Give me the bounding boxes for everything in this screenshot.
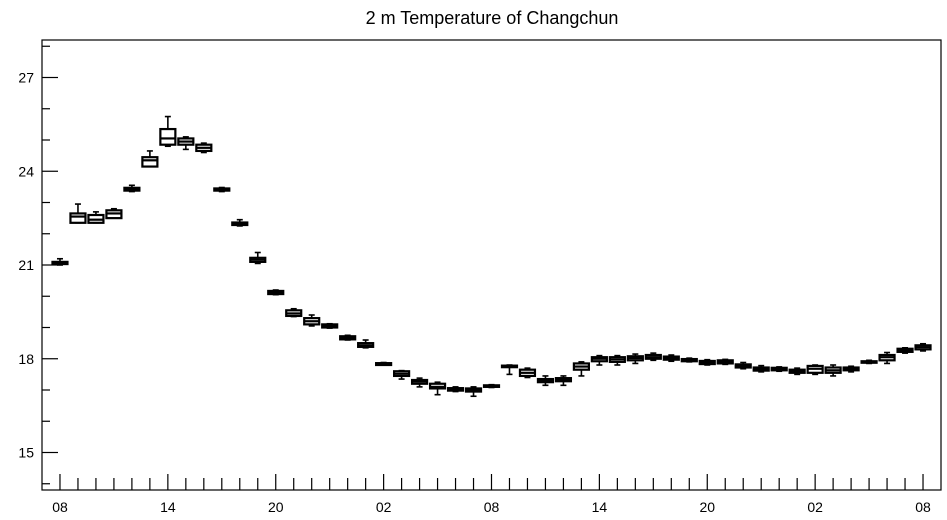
box-item [716, 358, 734, 366]
box-item [410, 377, 429, 388]
box-item [698, 358, 716, 366]
box-item [590, 354, 608, 366]
x-tick-label: 14 [160, 499, 176, 515]
box-item [87, 211, 105, 224]
box-item [644, 352, 662, 362]
box-item [123, 184, 141, 193]
box-item [734, 361, 752, 370]
box-item [446, 386, 465, 393]
y-tick-label: 18 [18, 351, 34, 367]
box-item [608, 354, 626, 366]
box-item [806, 364, 824, 376]
box-item [572, 361, 591, 377]
box-item [770, 366, 788, 373]
box-item [914, 342, 932, 352]
box-item [824, 364, 842, 377]
box-item [69, 203, 87, 224]
box-item [177, 136, 195, 151]
box-item [51, 257, 69, 266]
box-series [51, 115, 932, 398]
box-item [482, 383, 501, 389]
box-item [375, 361, 393, 367]
box-item [896, 347, 914, 354]
box-item [860, 359, 878, 365]
box-item [500, 364, 519, 376]
box-item [303, 314, 321, 327]
x-tick-label: 20 [268, 499, 284, 515]
y-tick-label: 24 [18, 163, 34, 179]
y-tick-label: 15 [18, 445, 34, 461]
box-body [159, 127, 177, 146]
box-item [428, 381, 447, 396]
box-item [321, 322, 339, 329]
box-item [249, 251, 267, 265]
box-item [105, 207, 123, 220]
chart-title: 2 m Temperature of Changchun [366, 8, 619, 28]
plot-frame [41, 39, 942, 491]
box-item [213, 186, 231, 193]
box-item [878, 351, 896, 365]
box-item [662, 354, 680, 363]
x-tick-label: 08 [915, 499, 931, 515]
box-item [554, 375, 573, 387]
box-item [788, 367, 806, 376]
y-tick-label: 21 [18, 257, 34, 273]
y-tick-label: 27 [18, 70, 34, 86]
box-item [267, 289, 285, 296]
box-item [393, 369, 411, 380]
box-item [752, 364, 770, 373]
box-item [141, 150, 159, 168]
box-item [680, 357, 698, 363]
box-item [159, 115, 177, 148]
x-tick-label: 08 [52, 499, 68, 515]
box-item [536, 375, 555, 387]
box-item [339, 334, 357, 341]
box-item [464, 386, 483, 398]
box-item [285, 307, 303, 318]
box-item [842, 365, 860, 373]
box-item [195, 142, 213, 154]
box-body [69, 212, 87, 224]
box-item [518, 367, 537, 379]
x-axis: 08 14 20 02 08 14 20 02 08 [52, 474, 931, 515]
y-axis: 15 18 21 24 27 [18, 45, 58, 485]
box-body [141, 156, 159, 168]
box-item [231, 218, 249, 227]
x-tick-label: 20 [699, 499, 715, 515]
box-item [626, 353, 644, 365]
x-tick-label: 02 [807, 499, 823, 515]
box-item [357, 339, 375, 349]
x-tick-label: 02 [376, 499, 392, 515]
x-tick-label: 08 [484, 499, 500, 515]
x-tick-label: 14 [592, 499, 608, 515]
